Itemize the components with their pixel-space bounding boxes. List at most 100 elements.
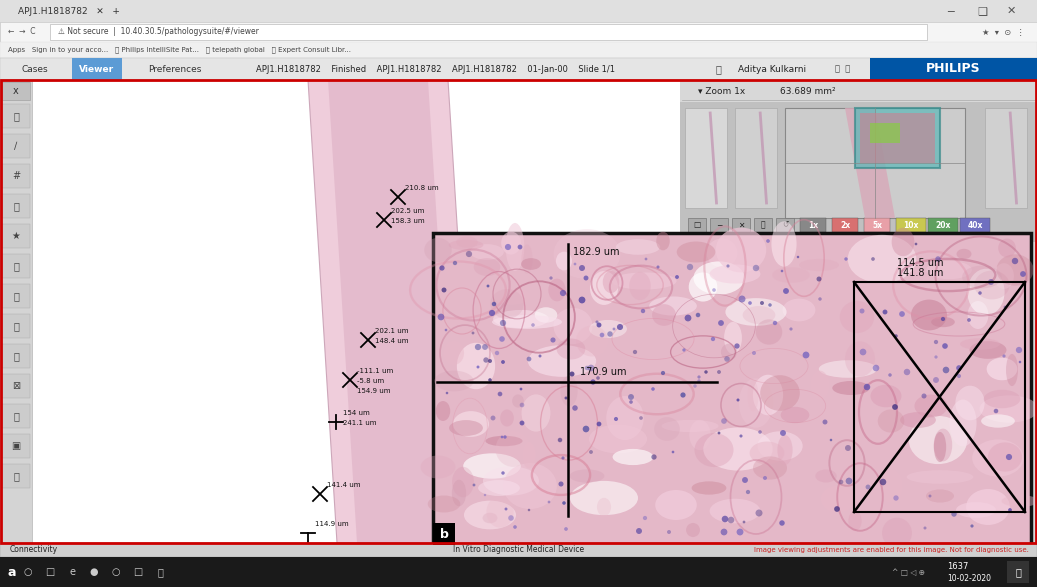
Ellipse shape (815, 470, 837, 483)
Text: ►: ► (685, 238, 692, 248)
Ellipse shape (870, 384, 901, 407)
Bar (985, 108, 1027, 208)
Bar (864, 218, 890, 232)
Circle shape (508, 515, 513, 521)
Bar (50, 24, 927, 40)
Circle shape (583, 426, 589, 432)
Circle shape (889, 373, 892, 377)
Ellipse shape (474, 258, 500, 276)
Circle shape (499, 336, 505, 342)
Bar (2, 404, 30, 428)
Ellipse shape (926, 261, 972, 279)
Ellipse shape (616, 239, 661, 255)
Circle shape (718, 431, 721, 434)
Circle shape (988, 279, 993, 285)
Ellipse shape (629, 272, 651, 300)
Bar (2, 314, 30, 338)
Circle shape (694, 384, 697, 388)
Bar (2, 104, 30, 128)
Bar (854, 282, 1025, 512)
Text: 🖼: 🖼 (13, 351, 19, 361)
Bar (1007, 561, 1029, 583)
Ellipse shape (892, 228, 915, 257)
Circle shape (822, 420, 828, 424)
Circle shape (585, 366, 589, 370)
Ellipse shape (449, 420, 483, 436)
Circle shape (505, 244, 511, 250)
Circle shape (505, 508, 507, 511)
Bar (2, 374, 30, 398)
Ellipse shape (522, 394, 551, 431)
Circle shape (781, 269, 783, 272)
Circle shape (783, 288, 789, 294)
Text: Image viewing adjustments are enabled for this image. Not for diagnostic use.: Image viewing adjustments are enabled fo… (754, 547, 1029, 553)
Ellipse shape (590, 271, 618, 305)
Text: a: a (8, 565, 17, 579)
Circle shape (844, 257, 847, 261)
Bar (13, 546, 67, 553)
Circle shape (860, 349, 866, 355)
Text: 154.9 um: 154.9 um (357, 388, 391, 394)
Circle shape (696, 313, 700, 317)
Bar (0, 42, 1037, 58)
Bar (2, 82, 30, 100)
Circle shape (742, 477, 748, 483)
Ellipse shape (549, 279, 565, 301)
Ellipse shape (486, 497, 513, 528)
Circle shape (492, 302, 497, 306)
Text: 170.9 um: 170.9 um (580, 367, 626, 377)
Text: 🖼: 🖼 (13, 471, 19, 481)
Bar (2, 194, 30, 218)
Bar (2, 224, 30, 248)
Text: ▾ Zoom 1x: ▾ Zoom 1x (698, 87, 746, 96)
Circle shape (941, 317, 945, 321)
Ellipse shape (491, 289, 524, 319)
Circle shape (513, 525, 516, 529)
Bar (735, 108, 777, 208)
Circle shape (892, 404, 898, 410)
Ellipse shape (522, 244, 533, 274)
Bar (860, 113, 935, 163)
Bar (0, 557, 1037, 587)
Text: 1637: 1637 (947, 562, 969, 571)
Bar (732, 218, 750, 232)
Circle shape (928, 494, 931, 497)
Circle shape (727, 264, 730, 268)
Circle shape (803, 352, 810, 359)
Circle shape (766, 239, 769, 243)
Ellipse shape (494, 310, 549, 328)
Ellipse shape (997, 254, 1034, 286)
Bar (2, 284, 30, 308)
Text: #: # (12, 171, 20, 181)
Text: -5.8 um: -5.8 um (357, 378, 384, 384)
Circle shape (573, 262, 577, 265)
Circle shape (686, 264, 693, 270)
Ellipse shape (772, 221, 796, 266)
Text: 🔔: 🔔 (716, 64, 722, 74)
Circle shape (520, 387, 523, 390)
Bar (0, 80, 680, 543)
Circle shape (756, 510, 762, 517)
Ellipse shape (900, 412, 935, 428)
Text: Cases: Cases (22, 65, 49, 73)
Ellipse shape (968, 269, 1005, 315)
Polygon shape (845, 108, 895, 218)
Circle shape (446, 392, 448, 394)
Circle shape (564, 396, 567, 400)
Circle shape (816, 276, 821, 282)
Ellipse shape (984, 390, 1020, 408)
Ellipse shape (981, 414, 1015, 428)
Text: Viewer: Viewer (80, 65, 114, 73)
Bar (2, 134, 30, 158)
Ellipse shape (496, 431, 531, 467)
Ellipse shape (882, 518, 912, 548)
Text: 158.3 um: 158.3 um (391, 218, 424, 224)
Ellipse shape (709, 265, 760, 284)
Circle shape (680, 392, 685, 397)
Circle shape (538, 355, 541, 357)
Circle shape (934, 355, 937, 359)
Circle shape (472, 332, 475, 335)
Ellipse shape (482, 512, 498, 523)
Circle shape (495, 351, 499, 355)
Bar (754, 218, 772, 232)
